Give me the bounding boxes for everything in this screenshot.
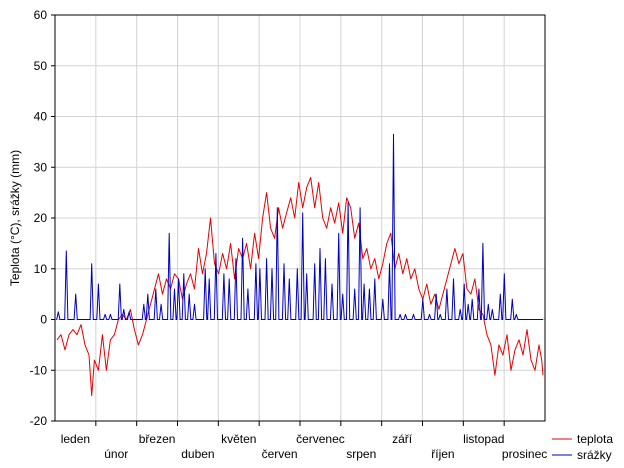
y-tick-label: -10: [30, 363, 48, 377]
month-label: říjen: [431, 447, 454, 461]
month-label: listopad: [463, 432, 504, 446]
y-axis-label: Teplota (°C), srážky (mm): [8, 150, 22, 286]
y-tick-label: -20: [30, 414, 48, 428]
month-label: prosinec: [502, 447, 547, 461]
legend-label: teplota: [577, 432, 613, 446]
plot-area: [56, 133, 544, 397]
series-line-srážky: [56, 133, 543, 320]
x-axis: leden únor březen duben květen červenčervenec…: [61, 421, 547, 461]
y-tick-label: 20: [34, 211, 48, 225]
series-line-teplota: [56, 176, 544, 397]
month-label: leden: [61, 432, 90, 446]
y-axis: -20 -10 0 10 20 30 40 50 60: [30, 8, 55, 428]
y-tick-label: 60: [34, 8, 48, 22]
month-label: červen: [262, 447, 298, 461]
y-tick-label: 40: [34, 110, 48, 124]
y-tick-label: 30: [34, 160, 48, 174]
month-label: březen: [139, 432, 176, 446]
month-label: září: [392, 432, 413, 446]
y-tick-label: 50: [34, 59, 48, 73]
y-tick-label: 10: [34, 262, 48, 276]
month-label: únor: [104, 447, 128, 461]
month-label: srpen: [346, 447, 376, 461]
legend: teplota srážky: [552, 432, 613, 462]
month-label: červenec: [296, 432, 345, 446]
y-tick-label: 0: [40, 313, 47, 327]
month-label: duben: [181, 447, 214, 461]
month-label: květen: [221, 432, 256, 446]
legend-label: srážky: [577, 448, 612, 462]
